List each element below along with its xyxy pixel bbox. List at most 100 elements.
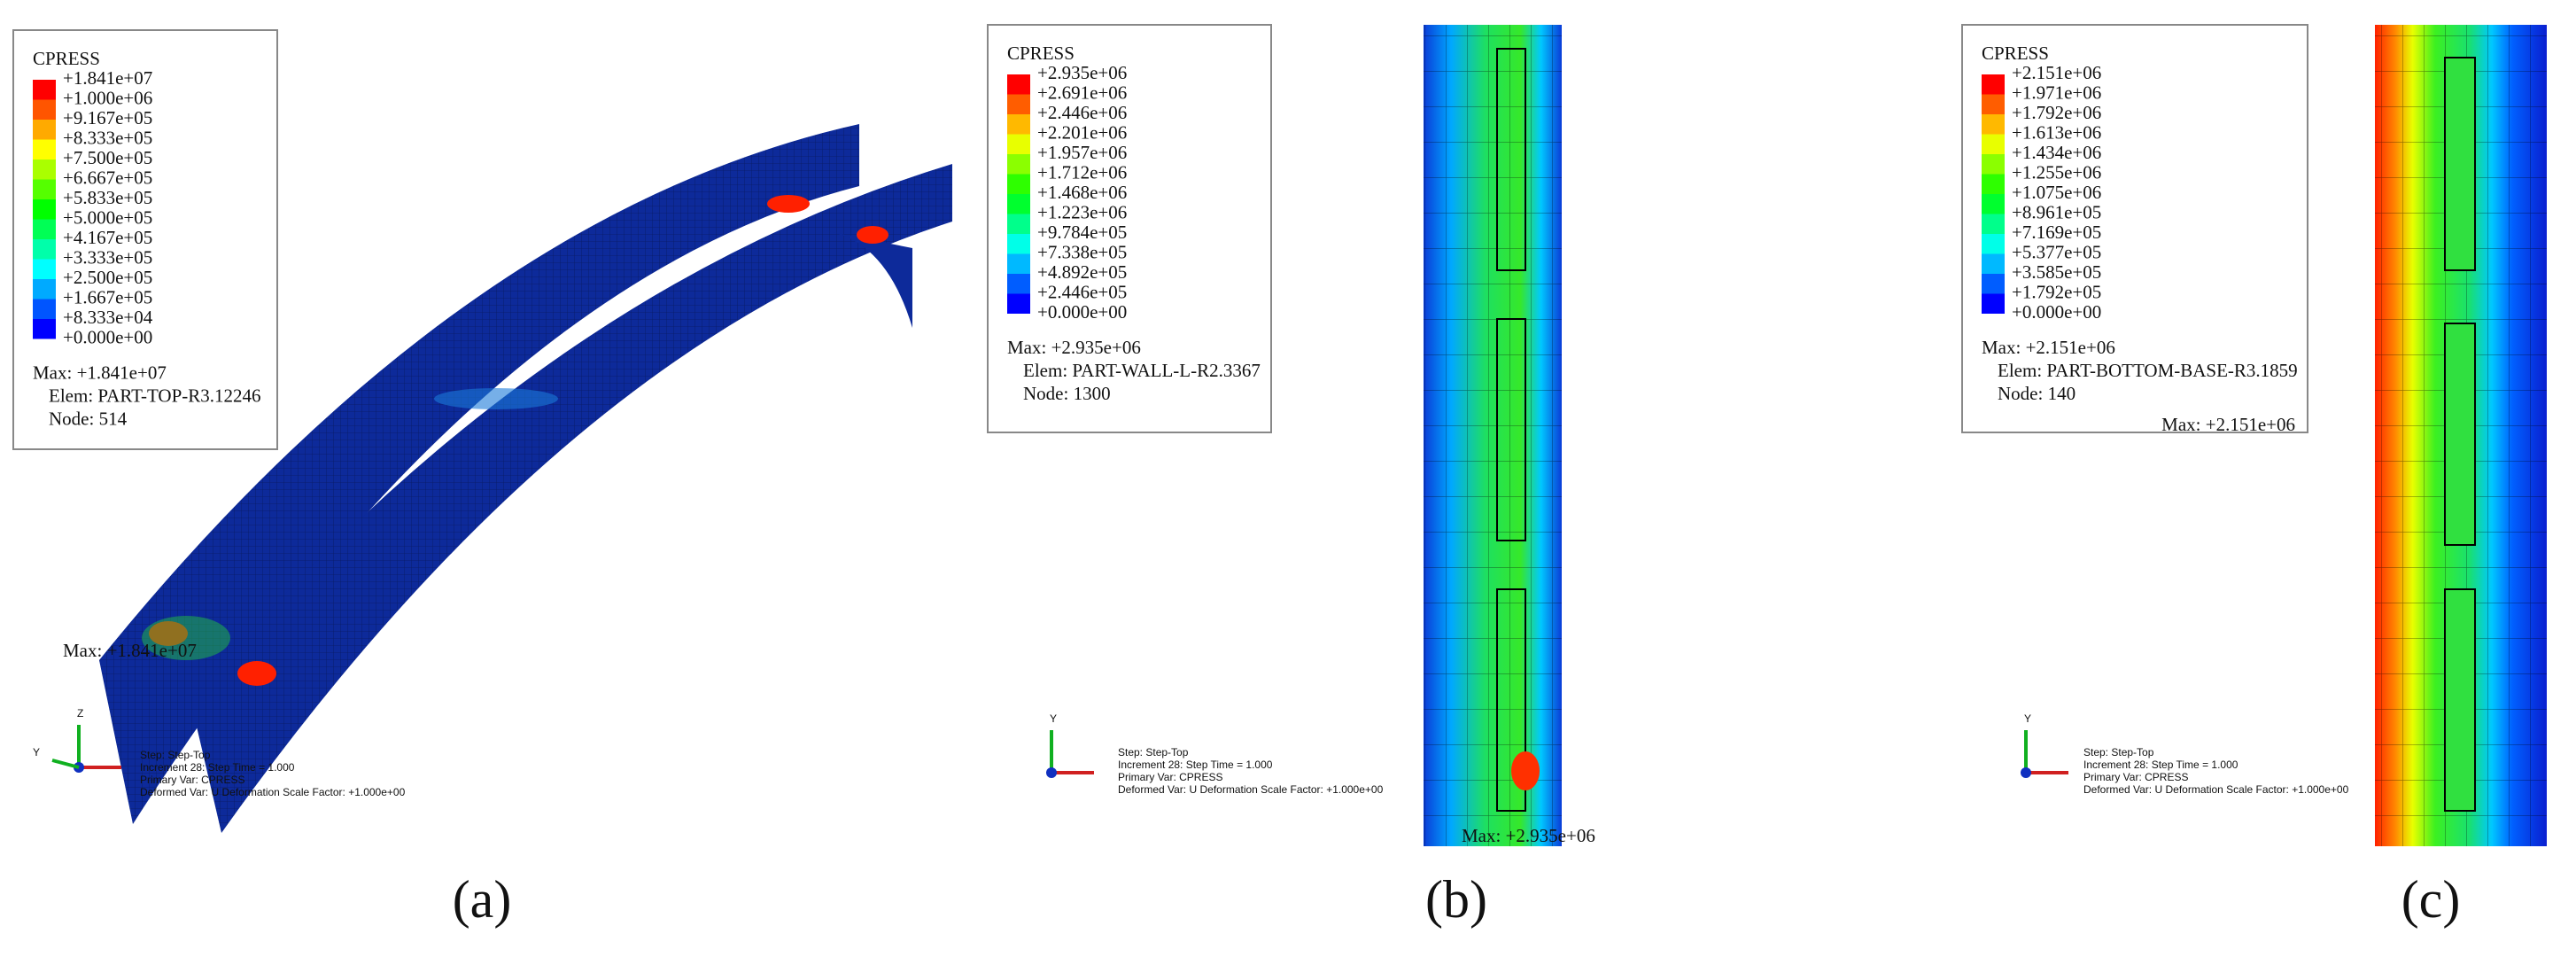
legend-level: +1.468e+06 [1037, 182, 1127, 203]
legend-level: +1.957e+06 [1037, 142, 1127, 163]
legend-elem: Elem: PART-TOP-R3.12246 [49, 385, 261, 406]
legend-level: +4.892e+05 [1037, 261, 1127, 283]
legend-level: +2.691e+06 [1037, 82, 1127, 103]
legend-level: +2.446e+05 [1037, 281, 1127, 302]
legend-max: Max: +1.841e+07 [33, 362, 167, 383]
step-info: Primary Var: CPRESS [140, 774, 244, 786]
legend-level: +1.255e+06 [2012, 161, 2101, 183]
legend-level: +1.075e+06 [2012, 182, 2101, 203]
legend-level: +7.338e+05 [1037, 241, 1127, 262]
legend-swatch [1007, 174, 1030, 194]
axis-origin [2021, 767, 2031, 778]
legend-level: +2.201e+06 [1037, 121, 1127, 143]
legend-swatch [1982, 293, 2005, 314]
legend-title: CPRESS [1982, 43, 2049, 64]
legend-swatch [1982, 134, 2005, 154]
legend-level: +3.585e+05 [2012, 261, 2101, 283]
legend-node: Node: 514 [49, 408, 128, 429]
legend-swatch [1982, 94, 2005, 114]
legend-level: +7.500e+05 [63, 147, 152, 168]
step-info: Increment 28: Step Time = 1.000 [1118, 759, 1273, 771]
step-info: Step: Step-Top [140, 749, 211, 761]
legend-swatch [33, 80, 56, 100]
step-info: Deformed Var: U Deformation Scale Factor… [2083, 783, 2349, 796]
legend-swatch [33, 219, 56, 239]
axis-left [51, 759, 80, 769]
legend-swatch [1982, 114, 2005, 135]
legend-swatch [1007, 194, 1030, 214]
legend-level: +3.333e+05 [63, 246, 152, 268]
legend-box [1961, 24, 2308, 433]
base-contour [2375, 25, 2547, 846]
legend-level: +8.333e+04 [63, 307, 153, 328]
legend-title: CPRESS [33, 48, 100, 69]
legend-level: +8.333e+05 [63, 127, 152, 148]
legend-level: +1.000e+06 [63, 87, 152, 108]
legend-max: Max: +2.151e+06 [1982, 337, 2115, 358]
legend-swatch [1007, 293, 1030, 314]
step-info: Increment 28: Step Time = 1.000 [2083, 759, 2238, 771]
legend-box [987, 24, 1272, 433]
legend-level: +5.377e+05 [2012, 241, 2101, 262]
panel-caption: (c) [2401, 870, 2461, 929]
legend-swatch [1982, 74, 2005, 95]
legend-level: +2.151e+06 [2012, 62, 2101, 83]
legend-swatch [33, 279, 56, 300]
legend-swatch [1007, 74, 1030, 95]
step-info: Step: Step-Top [1118, 746, 1189, 759]
axis-up-label: Y [2024, 712, 2031, 725]
legend-level: +1.667e+05 [63, 286, 152, 307]
legend-level: +1.712e+06 [1037, 161, 1127, 183]
legend-swatch [33, 160, 56, 180]
legend-level: +1.613e+06 [2012, 121, 2101, 143]
legend-swatch [33, 239, 56, 260]
legend-node: Node: 140 [1998, 383, 2076, 404]
wall-contour [1424, 25, 1562, 846]
step-info: Primary Var: CPRESS [1118, 771, 1222, 783]
legend-box [12, 29, 278, 450]
step-info: Deformed Var: U Deformation Scale Factor… [140, 786, 406, 798]
legend-swatch [1982, 234, 2005, 254]
legend-swatch [1007, 94, 1030, 114]
legend-swatch [1007, 234, 1030, 254]
legend-level: +1.792e+06 [2012, 102, 2101, 123]
legend-level: +5.000e+05 [63, 206, 152, 228]
step-info: Increment 28: Step Time = 1.000 [140, 761, 295, 774]
legend-level: +1.841e+07 [63, 67, 152, 89]
legend-level: +6.667e+05 [63, 167, 152, 188]
legend-swatch [1007, 154, 1030, 175]
legend-level: +9.167e+05 [63, 107, 152, 128]
legend-swatch [33, 179, 56, 199]
legend-level: +9.784e+05 [1037, 222, 1127, 243]
legend-swatch [1007, 253, 1030, 274]
legend-swatch [33, 99, 56, 120]
legend-swatch [33, 259, 56, 279]
legend-swatch [1007, 274, 1030, 294]
legend-max: Max: +2.935e+06 [1007, 337, 1141, 358]
legend-elem: Elem: PART-WALL-L-R2.3367 [1023, 360, 1261, 381]
legend-swatch [33, 139, 56, 160]
legend-swatch [1007, 214, 1030, 234]
step-info: Step: Step-Top [2083, 746, 2154, 759]
legend-level: +4.167e+05 [63, 227, 152, 248]
legend-swatch [1007, 134, 1030, 154]
legend-swatch [1982, 253, 2005, 274]
legend-level: +2.446e+06 [1037, 102, 1127, 123]
axis-up-label: Y [1050, 712, 1057, 725]
legend-swatch [1982, 174, 2005, 194]
panel-caption: (b) [1425, 870, 1487, 929]
legend-title: CPRESS [1007, 43, 1075, 64]
legend-swatch [1982, 214, 2005, 234]
legend-level: +1.792e+05 [2012, 281, 2101, 302]
legend-level: +2.935e+06 [1037, 62, 1127, 83]
step-info: Deformed Var: U Deformation Scale Factor… [1118, 783, 1384, 796]
max-marker: Max: +2.935e+06 [1462, 825, 1595, 846]
max-marker: Max: +2.151e+06 [2161, 414, 2295, 435]
arc-model [99, 124, 952, 833]
legend-swatch [33, 199, 56, 220]
legend-swatch [1982, 154, 2005, 175]
legend-level: +0.000e+00 [63, 326, 152, 347]
legend-swatch [33, 120, 56, 140]
